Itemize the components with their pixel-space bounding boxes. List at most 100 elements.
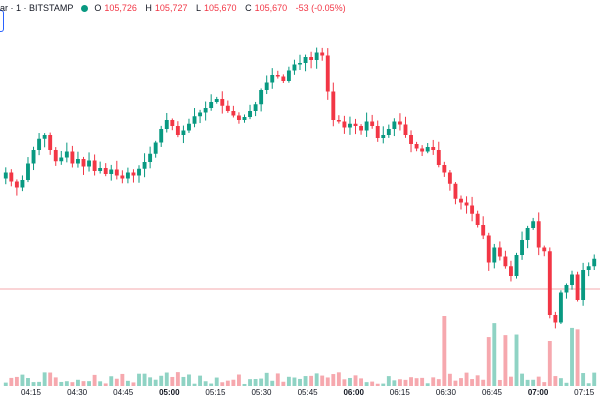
volume-bar [386,376,391,386]
candle [397,121,402,125]
volume-bar [553,376,558,386]
time-tick-label: 04:15 [20,388,42,397]
candle [586,266,591,270]
candle [431,147,436,150]
volume-bar [314,373,319,386]
candle [386,129,391,135]
candle [497,247,502,257]
volume-bar [420,377,425,386]
candle [70,151,75,164]
candle [342,121,347,128]
candle [459,198,463,203]
volume-bar [9,377,14,386]
volume-bar [92,374,97,386]
candle [503,256,508,267]
volume-bar [3,382,8,386]
volume-bar [214,377,219,386]
candle [470,205,475,214]
volume-bar [81,381,86,386]
volume-bar [481,379,486,386]
volume-bar [370,381,375,386]
drawing-toolbar-toggle[interactable] [0,10,4,32]
candle [248,111,252,117]
candle [264,82,269,90]
candle [203,108,208,113]
time-tick-label: 05:00 [159,388,180,397]
candle [558,292,563,323]
candle [120,175,125,179]
volume-bar [203,381,208,386]
volume-bar [209,383,214,386]
candle [170,120,175,126]
candle [142,162,147,169]
candle [209,102,214,108]
candle [359,126,364,131]
candle [259,90,264,105]
candle [214,99,219,102]
volume-bar [359,378,364,386]
volume-bar [436,379,441,386]
candle [236,115,241,120]
candle [87,160,91,167]
volume-bar [592,372,597,386]
volume-bar [198,375,203,386]
candle [153,142,158,154]
volume-bar [397,379,402,386]
volume-bar [492,323,497,386]
volume-bar [414,378,419,386]
volume-bar [520,373,524,386]
volume-bar [225,380,230,386]
symbol-label[interactable]: ar · 1 · BITSTAMP [0,3,74,13]
candle [481,225,486,236]
volume-bar [459,378,463,386]
candle [275,75,280,77]
candle [486,235,491,263]
candle [270,75,275,83]
volume-bar [26,378,30,386]
volume-bar [76,379,80,386]
candle [125,172,130,179]
volume-bar [581,373,586,386]
candle [375,126,380,138]
candle [531,221,536,228]
candle [331,91,336,120]
symbol-legend: ar · 1 · BITSTAMP O 105,726 H 105,727 L 105… [0,0,349,16]
volume-bar [120,373,125,386]
volume-bar [175,372,180,386]
close-value: 105,670 [254,3,288,13]
candle [520,240,524,255]
volume-bar [331,374,336,386]
volume-bar [248,379,252,386]
volume-bar [309,375,314,386]
volume-bar [70,382,75,386]
candle [303,57,308,63]
volume-bar [270,380,275,386]
candle [198,112,203,117]
candle [98,168,103,171]
volume-bar [409,377,413,386]
market-status-icon [81,4,89,12]
time-tick-label: 05:30 [251,388,272,397]
volume-bar [125,380,130,386]
candle [381,135,386,138]
candle [509,266,513,276]
candle [131,172,136,176]
volume-bar [536,376,541,386]
candle [42,135,47,139]
candle [325,55,330,92]
candle [231,111,236,116]
volume-bar [575,329,580,386]
volume-bar [375,383,380,386]
candle [59,157,64,162]
volume-bar [542,382,547,386]
volume-bar [42,372,47,386]
volume-bar [164,372,169,386]
volume-bar [98,381,103,386]
volume-bar [253,379,258,386]
time-tick-label: 04:30 [67,388,88,397]
candle [281,76,286,81]
candlestick-chart[interactable] [0,0,600,386]
time-axis[interactable]: 04:15 04:30 04:45 05:00 05:15 05:30 05:45 06:00… [0,386,600,400]
candle [570,274,574,285]
